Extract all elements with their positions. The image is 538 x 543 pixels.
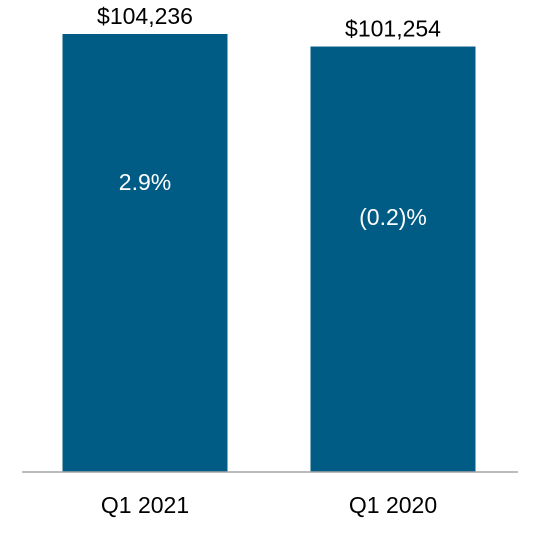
category-label-q1-2020: Q1 2020 <box>349 492 437 518</box>
category-label-q1-2021: Q1 2021 <box>101 492 189 518</box>
change-label-q1-2021: 2.9% <box>119 169 171 195</box>
bar-q1-2020 <box>310 46 476 473</box>
bars-layer <box>62 34 476 473</box>
value-label-q1-2020: $101,254 <box>345 16 441 42</box>
labels-layer: $104,236 2.9% Q1 2021 $101,254 (0.2)% Q1 2020 <box>97 3 441 518</box>
bar-q1-2021 <box>62 34 228 472</box>
value-label-q1-2021: $104,236 <box>97 3 193 29</box>
change-label-q1-2020: (0.2)% <box>359 204 427 230</box>
